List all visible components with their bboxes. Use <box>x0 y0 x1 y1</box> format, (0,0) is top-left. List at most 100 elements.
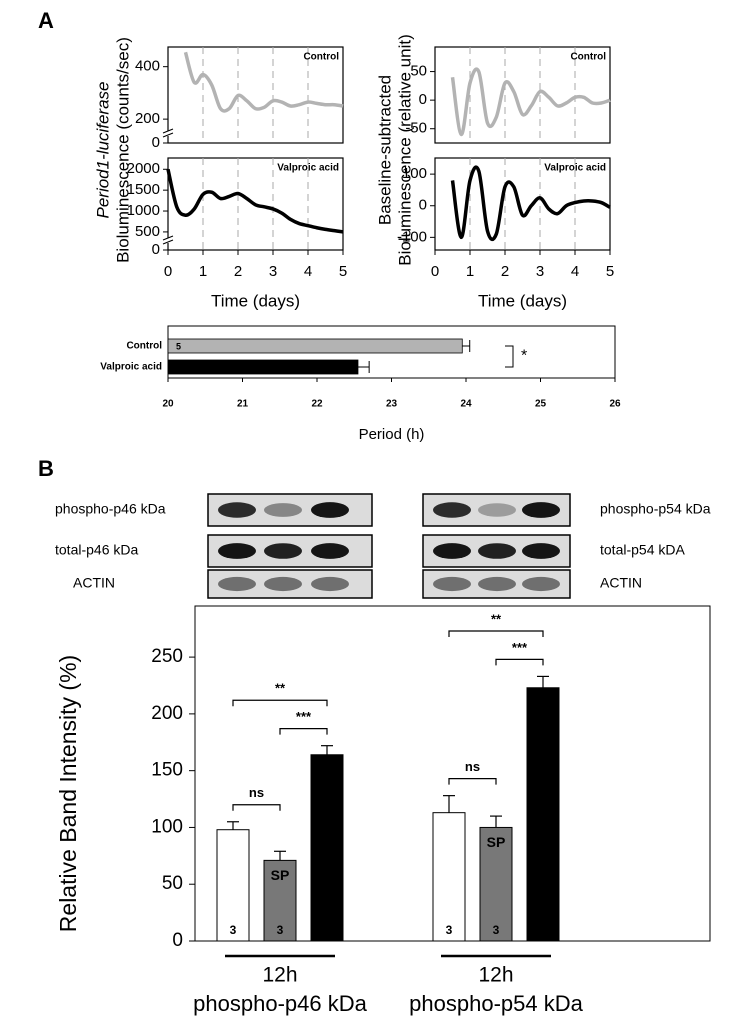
plot-label: Valproic acid <box>277 163 339 174</box>
x-tick-label: 5 <box>339 263 347 280</box>
x-axis-label: Time (days) <box>478 291 567 310</box>
significance-bracket <box>279 728 328 735</box>
bar <box>479 826 513 942</box>
n-label: 4 <box>176 362 181 372</box>
y-tick-label: 0 <box>419 197 427 214</box>
x-tick-label: 2 <box>501 263 509 280</box>
n-label: 5 <box>176 341 181 351</box>
y-tick-label: 200 <box>151 703 183 724</box>
blot-band <box>218 502 256 518</box>
group-label: phospho-p54 kDa <box>409 991 583 1016</box>
group-sublabel: 12h <box>478 964 513 987</box>
category-label: Control <box>126 341 162 352</box>
blot-label: ACTIN <box>73 575 115 591</box>
y-axis-label: Baseline-subtracted <box>375 75 394 225</box>
significance-bracket <box>448 630 544 637</box>
y-tick-label: 400 <box>135 58 160 75</box>
western-blots <box>207 493 571 599</box>
panel-label: B <box>38 456 54 481</box>
bar <box>432 812 466 942</box>
data-line <box>183 51 344 113</box>
y-tick-label: 2000 <box>127 160 160 177</box>
n-label: 3 <box>446 923 453 937</box>
axis-break <box>162 238 174 243</box>
y-tick-label: 0 <box>419 91 427 108</box>
significance-label: ns <box>249 785 264 800</box>
x-tick-label: 4 <box>304 263 312 280</box>
x-axis-label: Period (h) <box>359 426 425 443</box>
blot-band <box>218 576 256 592</box>
blot-band <box>433 502 471 518</box>
y-tick-label: 50 <box>410 63 427 80</box>
axis-break <box>162 235 174 241</box>
y-axis-label: Period1-luciferase <box>93 81 112 218</box>
x-axis-label: Time (days) <box>211 291 300 310</box>
x-tick-label: 24 <box>460 399 472 410</box>
bar <box>167 338 463 354</box>
y-tick-label: 150 <box>151 760 183 781</box>
data-line <box>450 165 611 242</box>
y-tick-label: 0 <box>172 930 183 951</box>
x-tick-label: 5 <box>606 263 614 280</box>
blot-label: total-p46 kDa <box>55 542 138 558</box>
group-sublabel: 12h <box>262 964 297 987</box>
x-tick-label: 0 <box>431 263 439 280</box>
bar-label: SP <box>271 867 290 883</box>
x-tick-label: 1 <box>466 263 474 280</box>
x-tick-label: 21 <box>237 399 249 410</box>
blot-band <box>264 503 302 517</box>
y-tick-label: 100 <box>402 165 427 182</box>
x-tick-label: 4 <box>571 263 579 280</box>
blot-band <box>522 576 560 592</box>
plot-label: Valproic acid <box>544 163 606 174</box>
n-label: 3 <box>277 923 284 937</box>
blot-band <box>478 576 516 592</box>
significance-bracket <box>495 658 544 666</box>
y-tick-label: 0 <box>152 134 160 151</box>
significance-label: *** <box>512 640 528 655</box>
significance-bracket <box>232 699 328 707</box>
significance-label: ** <box>491 611 502 626</box>
significance-bracket <box>448 778 497 785</box>
blot-band <box>311 576 349 592</box>
blot-band <box>264 543 302 559</box>
significance-bracket <box>232 804 281 811</box>
bar-label: VA <box>318 761 336 777</box>
bar <box>263 859 297 942</box>
x-tick-label: 20 <box>162 399 174 410</box>
significance-label: ns <box>465 759 480 774</box>
category-label: Valproic acid <box>100 362 162 373</box>
x-tick-label: 3 <box>536 263 544 280</box>
blot-band <box>433 576 471 592</box>
axis-break <box>162 131 174 136</box>
blot-label: phospho-p46 kDa <box>55 501 166 517</box>
x-tick-label: 0 <box>164 263 172 280</box>
significance-label: ** <box>275 681 286 696</box>
n-label: 3 <box>230 923 237 937</box>
plot-frame <box>167 157 344 251</box>
y-tick-label: 500 <box>135 223 160 240</box>
y-axis-label: Relative Band Intensity (%) <box>55 655 81 932</box>
y-tick-label: -100 <box>397 228 427 245</box>
blot-band <box>433 543 471 559</box>
significance-label: *** <box>296 709 312 724</box>
blot-band <box>311 543 349 559</box>
y-tick-label: 50 <box>162 873 183 894</box>
x-tick-label: 1 <box>199 263 207 280</box>
blot-band <box>478 503 516 517</box>
n-label: 4 <box>324 923 331 937</box>
blot-band <box>264 576 302 592</box>
x-tick-label: 22 <box>311 399 323 410</box>
blot-band <box>478 543 516 559</box>
y-tick-label: 250 <box>151 646 183 667</box>
blot-band <box>218 543 256 559</box>
bar <box>216 829 250 942</box>
bar <box>526 687 560 942</box>
blot-label: ACTIN <box>600 575 642 591</box>
y-tick-label: -50 <box>405 120 427 137</box>
y-tick-label: 0 <box>152 241 160 258</box>
data-line <box>166 168 344 234</box>
n-label: 3 <box>493 923 500 937</box>
n-label: 4 <box>540 923 547 937</box>
